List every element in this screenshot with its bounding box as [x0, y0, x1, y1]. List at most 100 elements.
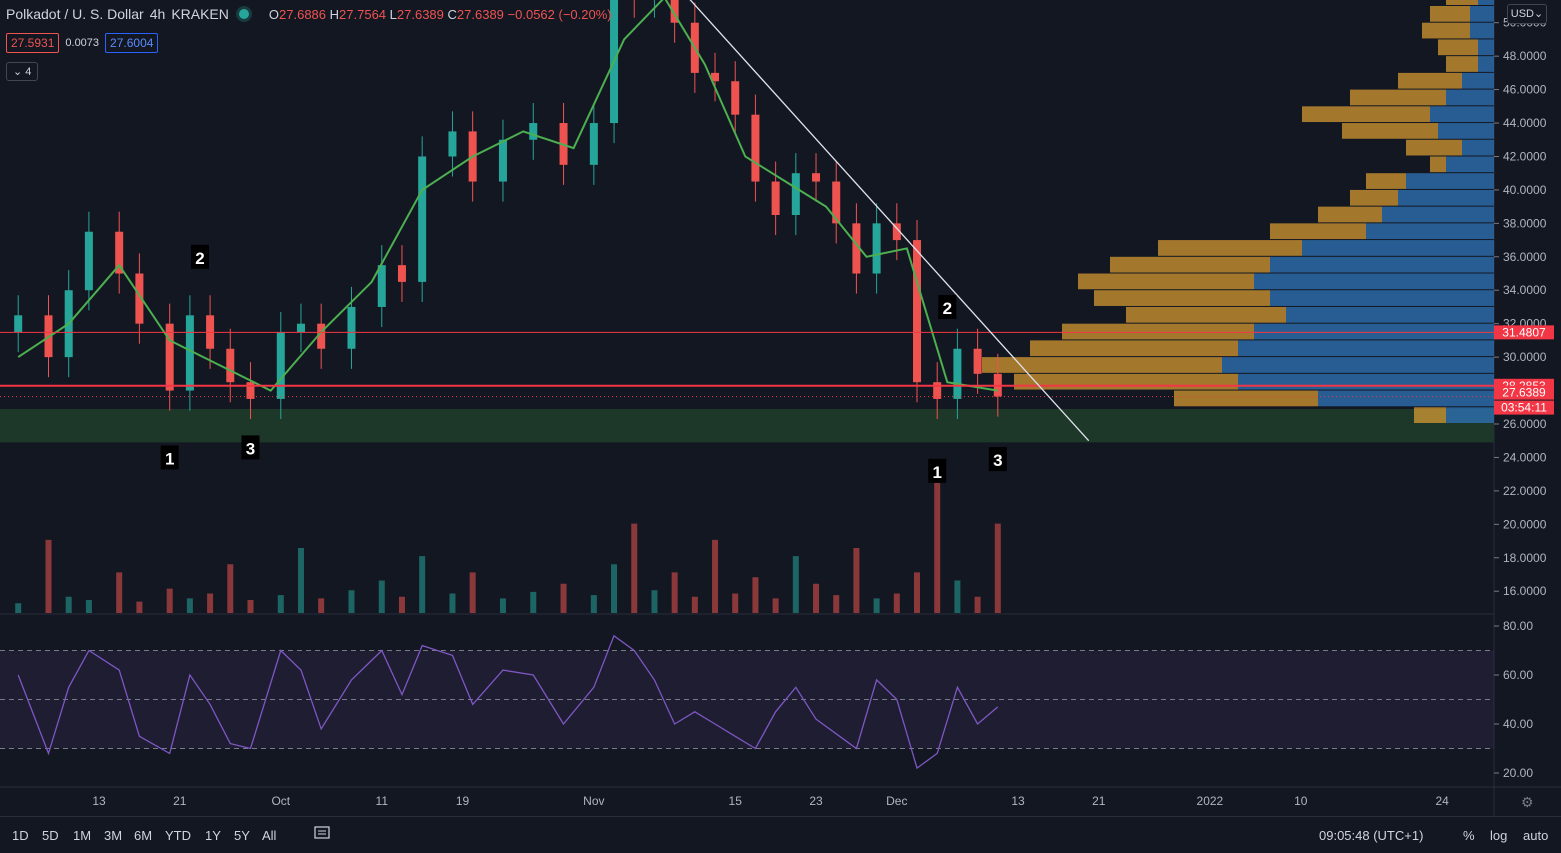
rsi-tick-label: 80.00	[1503, 619, 1533, 633]
auto-toggle[interactable]: auto	[1523, 828, 1549, 843]
time-tick-label: 2022	[1197, 794, 1224, 808]
price-tick-label: 16.0000	[1503, 584, 1547, 598]
candle-body	[589, 123, 598, 165]
indicators-collapse-button[interactable]: ⌄ 4	[6, 62, 39, 81]
volume-profile-up-bar	[1462, 139, 1494, 156]
time-tick-label: Nov	[583, 794, 604, 808]
timeframe-3m[interactable]: 3M	[104, 828, 123, 843]
volume-profile-up-bar	[1366, 223, 1494, 240]
volume-bar	[85, 600, 92, 613]
price-axis-label-box	[1494, 385, 1554, 400]
time-tick-label: 13	[1011, 794, 1025, 808]
volume-profile-up-bar	[1438, 123, 1494, 139]
volume-bar	[712, 539, 719, 613]
volume-profile-up-bar	[1470, 22, 1494, 39]
candle-body	[185, 315, 194, 391]
candle-body	[771, 181, 780, 215]
candle-body	[832, 181, 841, 224]
time-tick-label: 10	[1294, 794, 1308, 808]
candle-body	[751, 114, 760, 182]
price-axis-label-box	[1494, 325, 1554, 340]
volume-profile-up-bar	[1478, 39, 1494, 56]
volume-bar	[136, 601, 143, 613]
candle-body	[973, 348, 982, 374]
price-tick-label: 46.0000	[1503, 83, 1547, 97]
clock[interactable]: 09:05:48 (UTC+1)	[1319, 828, 1424, 843]
volume-bar	[186, 598, 193, 613]
time-tick-label: 13	[92, 794, 106, 808]
currency-select[interactable]: USD⌄	[1507, 4, 1547, 24]
volume-profile-down-bar	[1398, 72, 1462, 89]
time-tick-label: 24	[1435, 794, 1449, 808]
settings-gear-icon[interactable]: ⚙	[1521, 794, 1534, 810]
timeframe-5d[interactable]: 5D	[42, 828, 59, 843]
percent-toggle[interactable]: %	[1463, 828, 1475, 843]
volume-profile-up-bar	[1270, 256, 1494, 273]
chevron-down-icon: ⌄	[13, 66, 23, 78]
trendline	[689, 0, 1090, 442]
volume-profile-down-bar	[1350, 189, 1398, 206]
timeframe-1y[interactable]: 1Y	[205, 828, 221, 843]
candle-body	[670, 0, 679, 23]
wave-label-box	[928, 458, 947, 483]
symbol-name[interactable]: Polkadot / U. S. Dollar	[6, 6, 144, 22]
price-tick-label: 34.0000	[1503, 283, 1547, 297]
time-tick-label: 19	[456, 794, 470, 808]
volume-profile-up-bar	[1398, 189, 1494, 206]
candle-body	[913, 240, 922, 383]
buy-button[interactable]: 27.6004	[105, 33, 159, 53]
volume-bar	[227, 564, 234, 613]
volume-profile-up-bar	[1462, 72, 1494, 89]
volume-bar	[813, 583, 820, 613]
price-tick-label: 22.0000	[1503, 484, 1547, 498]
volume-profile-up-bar	[1238, 373, 1494, 390]
volume-bar	[833, 595, 840, 613]
volume-bar	[45, 539, 52, 613]
market-open-icon	[238, 9, 249, 19]
timeframe-6m[interactable]: 6M	[134, 828, 153, 843]
timeframe-1d[interactable]: 1D	[12, 828, 29, 843]
rsi-tick-label: 40.00	[1503, 717, 1533, 731]
time-tick-label: Dec	[886, 794, 907, 808]
price-tick-label: 18.0000	[1503, 551, 1547, 565]
wave-label-box	[938, 294, 957, 319]
time-tick-label: 23	[809, 794, 823, 808]
volume-profile-down-bar	[1446, 56, 1478, 72]
volume-profile-down-bar	[1366, 173, 1406, 189]
timeframe-ytd[interactable]: YTD	[165, 828, 191, 843]
volume-profile-up-bar	[1430, 106, 1494, 123]
price-tick-label: 26.0000	[1503, 417, 1547, 431]
wave-label: 2	[943, 299, 952, 318]
log-toggle[interactable]: log	[1490, 828, 1508, 843]
volume-bar	[499, 598, 506, 613]
sell-button[interactable]: 27.5931	[6, 33, 60, 53]
candle-body	[246, 382, 255, 399]
goto-date-icon[interactable]	[314, 825, 330, 839]
volume-bar	[752, 577, 759, 613]
volume-bar	[247, 600, 254, 613]
price-tick-label: 30.0000	[1503, 350, 1547, 364]
timeframe-all[interactable]: All	[262, 828, 277, 843]
volume-profile-down-bar	[1430, 156, 1446, 173]
wave-label-box	[160, 445, 179, 470]
timeframe-1m[interactable]: 1M	[73, 828, 92, 843]
price-axis-label: 31.4807	[1502, 325, 1546, 339]
volume-bar	[207, 593, 214, 613]
volume-profile-down-bar	[1438, 39, 1478, 56]
interval[interactable]: 4h	[149, 6, 166, 22]
volume-profile-up-bar	[1478, 56, 1494, 72]
volume-profile-down-bar	[1422, 22, 1470, 39]
rsi-line	[17, 634, 999, 770]
wave-label: 3	[246, 439, 255, 458]
timeframe-5y[interactable]: 5Y	[234, 828, 250, 843]
close-value: 27.6389	[456, 6, 504, 22]
volume-bar	[611, 564, 618, 613]
volume-bar	[853, 548, 860, 613]
volume-profile-down-bar	[1446, 0, 1478, 5]
volume-profile-up-bar	[1302, 240, 1494, 256]
chart-legend: Polkadot / U. S. Dollar 4h KRAKEN O27.68…	[6, 6, 612, 22]
volume-bar	[348, 590, 355, 613]
bar-countdown-label: 03:54:11	[1501, 401, 1547, 415]
candle-body	[14, 315, 23, 333]
